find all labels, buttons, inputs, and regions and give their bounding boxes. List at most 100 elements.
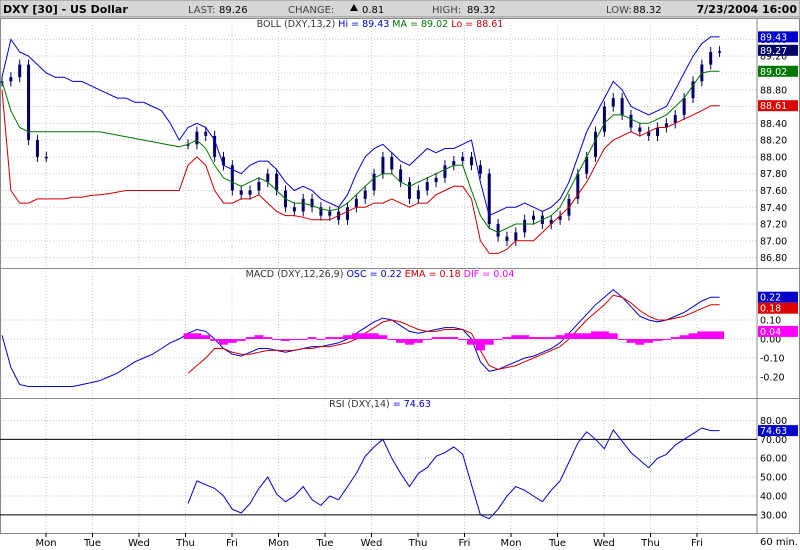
panel-frame [0,398,800,534]
panel-title-prefix: BOLL (DXY,13,2) [257,19,339,30]
x-tick-label: Fri [691,538,703,549]
header-bar: DXY [30] - US Dollar LAST: 89.26 CHANGE:… [0,0,800,18]
dif-bar [422,339,432,340]
y-tick-label: 0.00 [760,335,781,346]
price-bar [718,51,722,53]
value-tag [758,302,798,314]
panel-title-part: Lo = 88.61 [451,19,503,30]
price-bar [523,219,527,233]
y-tick-label: 88.80 [760,85,787,96]
price-bar [381,156,385,174]
panel-title-part: OSC = 0.22 [346,269,404,280]
price-bar [576,173,580,199]
y-tick-label: 88.00 [760,152,787,163]
x-tick-label: Fri [459,538,471,549]
y-tick-label: 60.00 [760,454,787,465]
x-tick-label: Mon [35,538,56,549]
change-label: CHANGE: [288,5,334,16]
dif-bar [582,333,592,339]
last-label: LAST: [188,5,215,16]
dif-bar [440,337,450,339]
price-bar [478,165,482,174]
change-value: 0.81 [362,5,384,16]
x-tick-label: Wed [128,538,150,549]
value-tag-label: 89.27 [760,46,787,57]
price-bar [656,127,660,136]
dif-bar [458,339,468,340]
y-tick-label: 50.00 [760,473,787,484]
dif-bar [502,337,512,339]
series-line-lo [1,89,720,254]
x-tick-label: Wed [361,538,383,549]
series-line-ma [1,70,720,233]
dif-bar [546,337,556,339]
value-tag [758,65,798,77]
dif-bar [431,337,441,339]
price-bar [682,98,686,115]
price-bar [461,156,465,162]
dif-bar [289,339,299,340]
series-line-rsi [187,427,720,520]
price-bar [257,182,261,191]
price-bar [354,198,358,208]
price-bar [434,177,438,183]
x-tick-label: Thu [640,538,660,549]
price-bar [328,211,332,216]
dif-bar [520,335,530,339]
price-bar [345,207,349,220]
price-bar [585,156,589,174]
series-line-ema [187,294,720,374]
value-tag [758,425,798,437]
x-tick-label: Thu [408,538,428,549]
price-bar [611,98,615,107]
dif-bar [272,339,282,340]
dif-bar [263,337,273,339]
x-tick-label: Tue [83,538,101,549]
dif-bar [626,339,636,343]
dif-bar [405,339,415,345]
dif-bar [644,339,654,343]
y-tick-label: 88.20 [760,136,787,147]
dif-bar [387,339,397,340]
series-line-osc [1,288,720,387]
dif-bar [697,331,707,339]
dif-bar [325,337,335,339]
price-bar [709,51,713,65]
price-bar [647,131,651,136]
low-value: 88.32 [633,5,662,16]
price-bar [44,156,48,159]
price-bar [319,207,323,216]
price-bar [602,106,606,132]
value-tag-label: 0.22 [760,293,781,304]
panel-title-part: DIF = 0.04 [464,269,515,280]
dif-bar [467,339,477,345]
dif-bar [378,335,388,339]
dif-bar [484,339,494,345]
panel-title: MACD (DXY,12,26,9) OSC = 0.22 EMA = 0.18… [246,269,515,280]
dif-bar [280,339,290,341]
dif-bar [537,337,547,339]
dif-bar [334,337,344,339]
x-tick-label: Thu [175,538,195,549]
price-bar [363,190,367,199]
price-bar [443,165,447,178]
price-bar [213,135,217,157]
x-tick-label: Tue [315,538,333,549]
price-bar [558,215,562,220]
y-tick-label: -0.20 [760,373,785,384]
dif-bar [661,339,671,340]
x-tick-label: Mon [268,538,289,549]
price-bar [9,77,13,82]
x-axis: 60 min. Mon Tue Wed Thu Fri Mon Tue Wed Thu Fri Mo… [35,533,798,549]
dif-bar [210,339,220,341]
dif-bar [307,337,317,339]
price-bar [195,131,199,145]
price-bar [239,190,243,195]
price-bar [230,165,234,191]
price-bar [487,173,491,225]
value-tag-label: 88.61 [760,101,787,112]
value-tag [758,100,798,112]
y-tick-label: 89.20 [760,52,787,63]
price-bar [310,198,314,208]
